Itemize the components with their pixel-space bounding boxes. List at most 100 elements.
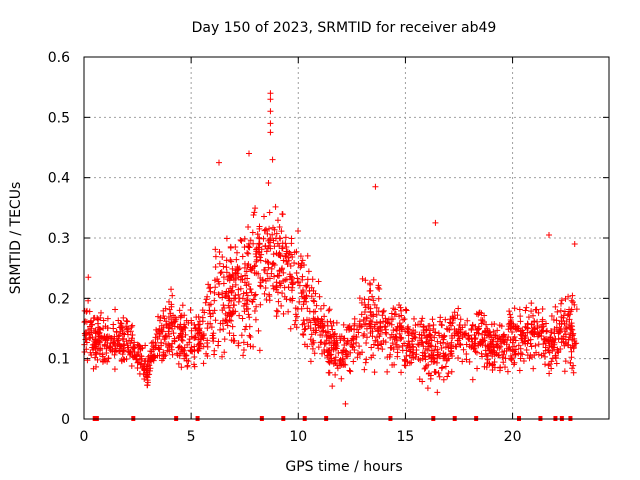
data-point — [522, 333, 529, 340]
data-point — [382, 323, 389, 330]
data-point — [356, 343, 363, 350]
data-point — [299, 273, 306, 280]
data-point — [158, 342, 165, 349]
data-point — [307, 319, 314, 326]
data-point — [236, 312, 243, 319]
data-point — [558, 300, 564, 307]
data-point — [241, 326, 248, 333]
data-point — [104, 358, 111, 365]
data-point — [524, 352, 531, 359]
data-point — [102, 323, 109, 330]
data-point — [403, 353, 410, 360]
data-point — [135, 342, 142, 349]
data-point — [517, 313, 524, 320]
data-point — [430, 352, 437, 359]
data-point — [297, 253, 304, 260]
data-point — [228, 317, 235, 324]
data-point — [309, 276, 316, 283]
data-point — [219, 320, 226, 327]
data-point — [436, 373, 443, 380]
data-point — [425, 340, 432, 347]
data-point — [351, 322, 358, 329]
data-point — [180, 347, 187, 354]
data-point — [127, 340, 134, 347]
data-point — [111, 333, 118, 340]
data-point — [361, 308, 368, 315]
data-point — [377, 330, 384, 337]
data-point — [288, 287, 295, 294]
data-point — [229, 310, 236, 317]
data-point — [129, 322, 136, 329]
data-point — [223, 288, 230, 295]
data-point — [372, 183, 379, 190]
data-point — [423, 334, 430, 341]
chart-title: Day 150 of 2023, SRMTID for receiver ab4… — [192, 20, 497, 36]
data-point — [256, 225, 263, 232]
data-point — [373, 334, 380, 341]
data-point — [142, 342, 149, 349]
data-point — [383, 330, 390, 337]
data-point — [380, 337, 387, 344]
data-point — [116, 332, 123, 339]
data-point — [181, 312, 188, 319]
data-point — [360, 316, 367, 323]
data-point — [295, 228, 302, 235]
data-point — [457, 316, 464, 323]
data-point — [247, 343, 254, 350]
data-point — [279, 290, 286, 297]
data-point — [103, 350, 110, 357]
data-point — [212, 253, 219, 260]
data-point — [428, 355, 435, 362]
data-point — [507, 353, 514, 359]
data-point — [95, 332, 102, 339]
data-point — [235, 298, 242, 305]
data-point — [332, 371, 339, 378]
data-point — [501, 339, 508, 346]
data-point — [569, 365, 576, 372]
data-point — [110, 325, 117, 332]
data-point — [154, 335, 161, 342]
data-point — [162, 334, 169, 341]
data-point — [128, 362, 135, 369]
data-point — [466, 343, 473, 350]
data-point — [481, 318, 487, 325]
data-point — [431, 347, 438, 354]
data-point — [232, 269, 239, 276]
data-point — [535, 351, 542, 358]
data-point — [185, 358, 192, 365]
data-point — [310, 308, 317, 315]
data-point — [96, 350, 103, 357]
data-point — [239, 315, 246, 322]
data-point — [205, 281, 212, 288]
data-point — [428, 337, 435, 344]
data-point — [375, 308, 382, 315]
data-point — [417, 357, 424, 364]
data-point — [239, 295, 246, 302]
data-point — [362, 277, 369, 284]
data-point — [540, 335, 547, 342]
data-point — [502, 355, 509, 362]
data-point — [326, 306, 333, 313]
data-point — [273, 307, 280, 314]
data-point — [270, 251, 277, 258]
data-point — [541, 336, 548, 343]
y-tick-label: 0.6 — [48, 50, 70, 66]
data-point — [280, 269, 287, 276]
data-point — [144, 371, 151, 378]
data-point — [160, 351, 167, 358]
data-point — [350, 341, 357, 348]
data-point — [215, 291, 222, 298]
data-point — [271, 226, 278, 233]
data-point — [94, 346, 101, 353]
data-point — [400, 316, 407, 323]
data-point — [387, 334, 394, 341]
data-point — [265, 259, 272, 266]
data-point — [231, 295, 238, 302]
data-point — [130, 344, 137, 351]
data-point — [324, 318, 331, 325]
data-point — [285, 257, 292, 264]
data-point — [299, 257, 306, 264]
data-point — [412, 322, 419, 329]
data-point — [442, 363, 449, 370]
data-point — [257, 301, 264, 308]
